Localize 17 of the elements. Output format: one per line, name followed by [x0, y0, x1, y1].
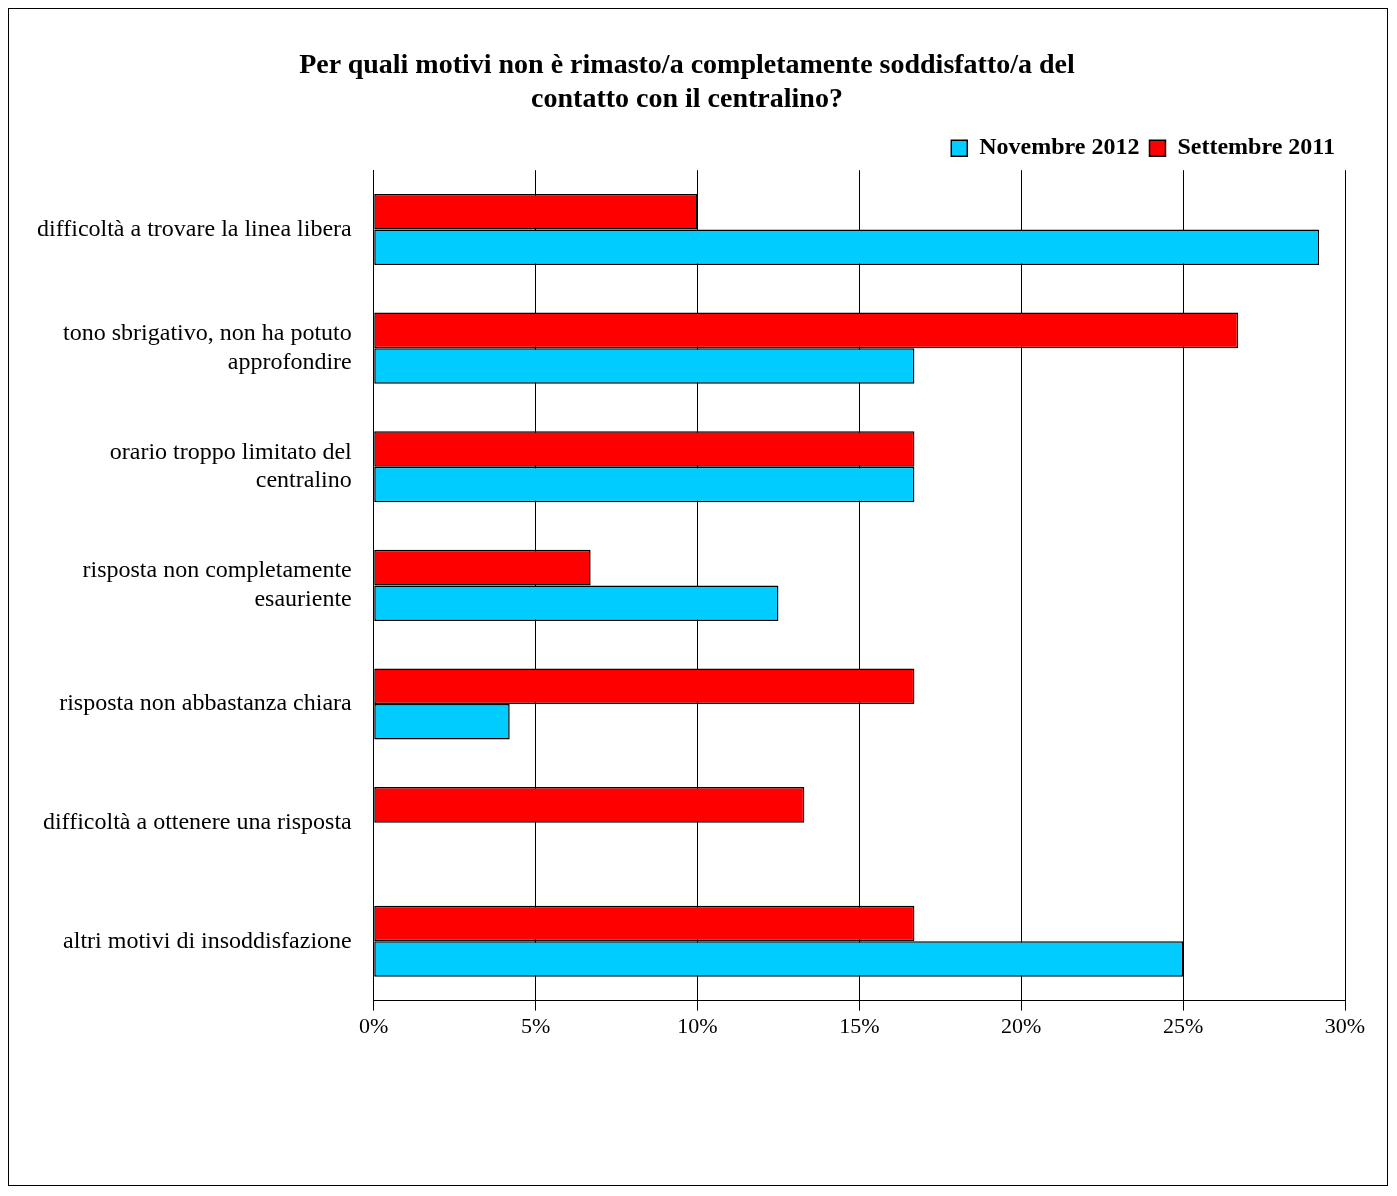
y-tick-label: difficoltà a ottenere una risposta [42, 807, 353, 834]
y-tick-label: tono sbrigativo, non ha potuto approfondire [63, 319, 352, 374]
x-tick-label: 0% [359, 1012, 389, 1038]
x-tick-label: 10% [677, 1012, 718, 1038]
x-tick-label: 20% [1001, 1012, 1042, 1038]
legend-label: Novembre 2012 [979, 133, 1140, 160]
x-tick-label: 5% [520, 1012, 551, 1038]
x-tick-label: 25% [1162, 1012, 1204, 1038]
y-tick-label: difficoltà a trovare la linea libera [37, 214, 353, 241]
y-tick-label: risposta non completamente esauriente [82, 556, 352, 612]
legend-label: Settembre 2011 [1177, 133, 1336, 160]
y-tick-label: altri motivi di insoddisfazione [63, 926, 352, 953]
x-tick-label: 15% [839, 1012, 880, 1038]
y-tick-label: risposta non abbastanza chiara [59, 689, 353, 716]
y-tick-label: orario troppo limitato del centralino [109, 437, 353, 493]
chart-title: Per quali motivi non è rimasto/a completamente soddisfatto/a del contatto con il centralino? [299, 48, 1076, 113]
x-tick-label: 30% [1324, 1012, 1366, 1038]
